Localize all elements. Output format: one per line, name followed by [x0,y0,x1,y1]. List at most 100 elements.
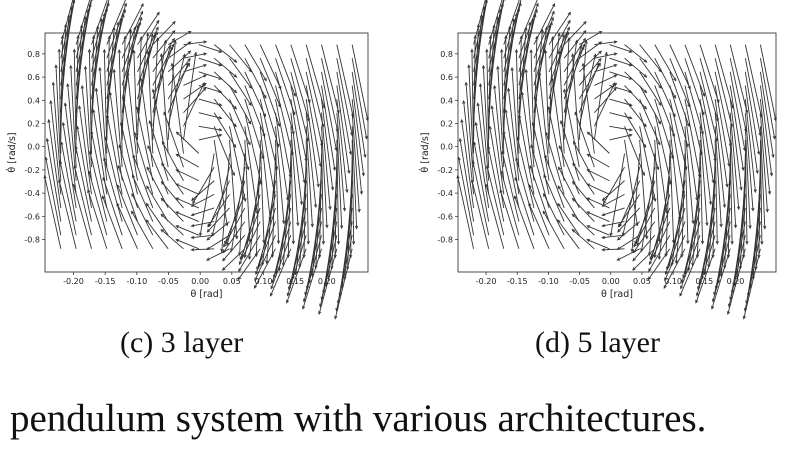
field-arrow [572,53,580,154]
field-arrowhead [328,206,332,211]
field-arrow [571,229,595,250]
field-arrowhead [220,248,224,253]
field-arrowhead [763,225,767,230]
field-arrowhead [175,183,180,187]
field-arrowhead [175,153,180,158]
field-arrow [123,98,138,181]
field-arrow [473,0,488,72]
field-arrow [714,44,734,109]
field-arrowhead [760,241,764,245]
field-arrowhead [601,212,606,217]
x-tick-label: 0.20 [727,277,745,286]
field-arrowhead [211,232,215,237]
field-arrow [501,151,520,222]
field-arrowhead [485,183,489,188]
field-arrow [244,180,261,258]
field-arrow [152,38,175,73]
field-arrowhead [474,121,478,126]
field-arrow [321,71,337,151]
field-arrow [624,57,647,78]
field-arrowhead [175,169,180,173]
field-arrowhead [161,162,165,167]
field-arrowhead [707,264,711,269]
field-arrow [290,85,307,162]
field-arrowhead [289,280,293,285]
field-arrowhead [695,299,699,304]
field-arrowhead [347,170,351,175]
field-arrow [488,0,504,59]
field-arrowhead [613,40,618,44]
field-arrow [160,213,184,236]
field-arrowhead [131,174,135,179]
field-arrow [547,106,565,181]
field-arrowhead [233,105,238,110]
field-arrow [684,112,698,201]
field-arrowhead [363,154,367,159]
field-arrowhead [682,274,686,279]
field-arrowhead [499,189,503,193]
field-arrow [336,99,348,193]
field-arrowhead [632,267,636,271]
field-arrowhead [218,89,223,94]
field-arrowhead [270,285,274,290]
field-arrow [167,50,191,73]
field-arrowhead [191,197,195,201]
field-arrowhead [745,300,749,305]
field-arrowhead [613,74,618,78]
field-arrowhead [222,257,226,262]
field-arrowhead [727,303,732,308]
field-arrowhead [320,296,324,301]
field-arrowhead [601,248,606,252]
field-arrow [163,112,184,168]
field-arrow [351,58,368,139]
field-arrow [684,98,701,178]
field-arrow [275,139,280,244]
field-arrow [461,119,475,209]
field-arrowhead [672,95,676,99]
field-arrow [636,180,656,246]
field-arrowhead [757,254,761,259]
field-arrow [290,139,294,244]
field-arrow [84,66,92,168]
field-arrowhead [613,87,617,92]
field-arrowhead [716,99,720,104]
field-arrowhead [632,257,636,262]
field-arrow [213,112,237,148]
field-arrow [578,50,602,73]
field-arrowhead [617,228,621,233]
field-arrowhead [72,48,76,53]
field-arrowhead [708,201,713,206]
field-arrow [602,180,625,201]
field-arrow [183,64,207,73]
field-arrowhead [745,241,749,245]
field-arrow [75,0,91,45]
field-arrowhead [139,77,143,82]
field-arrow [55,65,62,168]
field-arrowhead [190,235,195,240]
field-arrowhead [132,154,136,158]
field-arrow [137,27,159,73]
field-arrowhead [531,121,535,126]
field-arrowhead [686,240,690,245]
field-arrow [729,112,740,210]
field-arrow [699,112,712,205]
field-arrowhead [460,118,464,123]
field-arrowhead [771,154,775,159]
field-arrow [121,22,141,86]
field-arrow [167,58,191,86]
field-arrow [622,167,641,236]
field-arrowhead [43,174,47,179]
field-arrow [458,157,475,236]
field-arrow [475,122,490,209]
field-arrow [244,139,251,242]
field-arrowhead [572,162,576,167]
field-arrowhead [145,202,150,207]
field-arrowhead [60,141,64,146]
field-arrowhead [664,277,668,282]
field-arrowhead [551,10,555,15]
field-arrow [714,85,730,167]
field-arrow [639,57,662,89]
field-arrow [759,139,763,245]
field-arrow [563,89,580,168]
field-arrowhead [87,48,92,53]
